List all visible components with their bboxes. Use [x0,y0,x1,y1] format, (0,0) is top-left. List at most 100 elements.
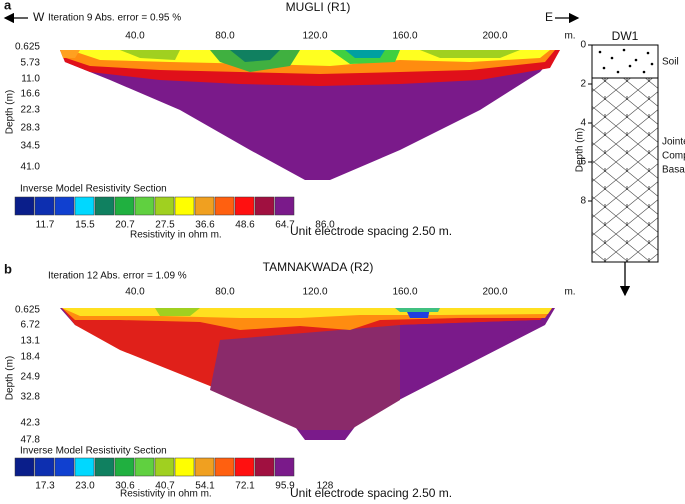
legend-swatch [54,196,75,216]
soil-dots [598,48,654,74]
section-title: TAMNAKWADA (R2) [263,260,374,274]
legend-swatch [274,457,295,477]
iteration: Iteration 12 Abs. error = 1.09 % [48,271,187,282]
y-tick-label: 4 [580,118,586,129]
depth-label: Depth (m) [575,128,586,172]
x-tick-label: 40.0 [125,31,145,42]
depth-label: Depth (m) [5,90,16,134]
legend-swatch [114,196,135,216]
x-tick-label: 160.0 [392,287,417,298]
legend: 17.3 23.0 30.6 40.7 54.1 72.1 95.9 128 [14,457,334,492]
y-tick-label: 2 [580,79,586,90]
legend-swatch [214,457,235,477]
rock-label: Jointed [662,137,685,148]
legend-swatch [14,457,35,477]
y-tick-label: 0 [580,40,586,51]
y-tick-label: 32.8 [21,392,41,403]
legend-swatch [194,457,215,477]
x-tick-label: 200.0 [482,287,507,298]
spacing: Unit electrode spacing 2.50 m. [290,224,452,238]
legend-swatch [174,196,195,216]
y-tick-label: 0.625 [15,42,40,53]
legend-unit: Resistivity in ohm m. [130,230,222,241]
y-tick-label: 22.3 [21,105,41,116]
legend-value: 48.6 [235,220,255,231]
x-unit: m. [564,287,575,298]
legend-swatch [154,196,175,216]
y-tick-label: 41.0 [21,162,41,173]
spacing: Unit electrode spacing 2.50 m. [290,486,452,500]
y-tick-label: 8 [580,196,586,207]
legend-swatch [94,457,115,477]
legend-swatch [154,457,175,477]
y-tick-label: 34.5 [21,141,41,152]
panel-label: b [4,261,12,276]
basalt-layer [591,77,659,263]
legend-swatch [74,196,95,216]
legend-unit: Resistivity in ohm m. [120,489,212,500]
legend-swatch [234,457,255,477]
rock-label: Compact [662,151,685,162]
legend-swatch [74,457,95,477]
x-tick-label: 40.0 [125,287,145,298]
west-label: W [33,10,45,24]
iteration: Iteration 9 Abs. error = 0.95 % [48,13,181,24]
legend-swatch [134,457,155,477]
x-tick-label: 120.0 [302,287,327,298]
y-tick-label: 24.9 [21,372,41,383]
y-tick-label: 47.8 [21,435,41,446]
legend-value: 72.1 [235,481,255,492]
legend-swatch [254,196,275,216]
legend-title: Inverse Model Resistivity Section [20,184,167,195]
x-tick-label: 80.0 [215,31,235,42]
legend-swatch [234,196,255,216]
y-tick-label: 6 [580,157,586,168]
y-tick-label: 5.73 [21,58,41,69]
y-tick-label: 28.3 [21,123,41,134]
legend-value: 36.6 [195,220,215,231]
section-a [60,50,560,180]
legend-swatch [254,457,275,477]
panel-label: a [4,0,12,12]
x-unit: m. [564,31,575,42]
y-tick-label: 16.6 [21,89,41,100]
x-tick-label: 120.0 [302,31,327,42]
borehole-title: DW1 [612,29,639,43]
legend-value: 23.0 [75,481,95,492]
y-tick-label: 6.72 [21,320,41,331]
legend-swatch [94,196,115,216]
y-tick-label: 42.3 [21,418,41,429]
legend-swatch [214,196,235,216]
legend-value: 40.7 [155,481,175,492]
x-tick-label: 80.0 [215,287,235,298]
legend-value: 54.1 [195,481,215,492]
legend-swatch [114,457,135,477]
x-tick-label: 160.0 [392,31,417,42]
legend-swatch [34,196,55,216]
ticks: 40.0 80.0 120.0 160.0 200.0 m. 0.625 5.73 11.0 16… [15,31,576,173]
y-tick-label: 11.0 [21,74,40,85]
y-tick-label: 13.1 [21,336,41,347]
legend-swatch [174,457,195,477]
x-tick-label: 200.0 [482,31,507,42]
section-title: MUGLI (R1) [286,0,351,14]
legend-value: 128 [317,481,334,492]
ticks: 0 2 4 6 8 [580,40,592,207]
legend-value: 20.7 [115,220,135,231]
depth-label: Depth (m) [5,356,16,400]
legend-swatch [274,196,295,216]
legend-value: 86.0 [315,220,335,231]
legend-value: 11.7 [36,220,55,231]
y-tick-label: 0.625 [15,305,40,316]
legend-value: 95.9 [275,481,295,492]
soil-label: Soil [662,57,679,68]
legend-value: 15.5 [75,220,95,231]
legend-swatch [54,457,75,477]
legend-swatch [134,196,155,216]
legend-value: 17.3 [35,481,55,492]
legend-value: 27.5 [155,220,175,231]
legend-swatch [194,196,215,216]
ticks: 40.0 80.0 120.0 160.0 200.0 m. 0.625 6.72 13.1 18… [15,287,576,446]
legend: 11.7 15.5 20.7 27.5 36.6 48.6 64.7 86.0 [14,196,335,231]
